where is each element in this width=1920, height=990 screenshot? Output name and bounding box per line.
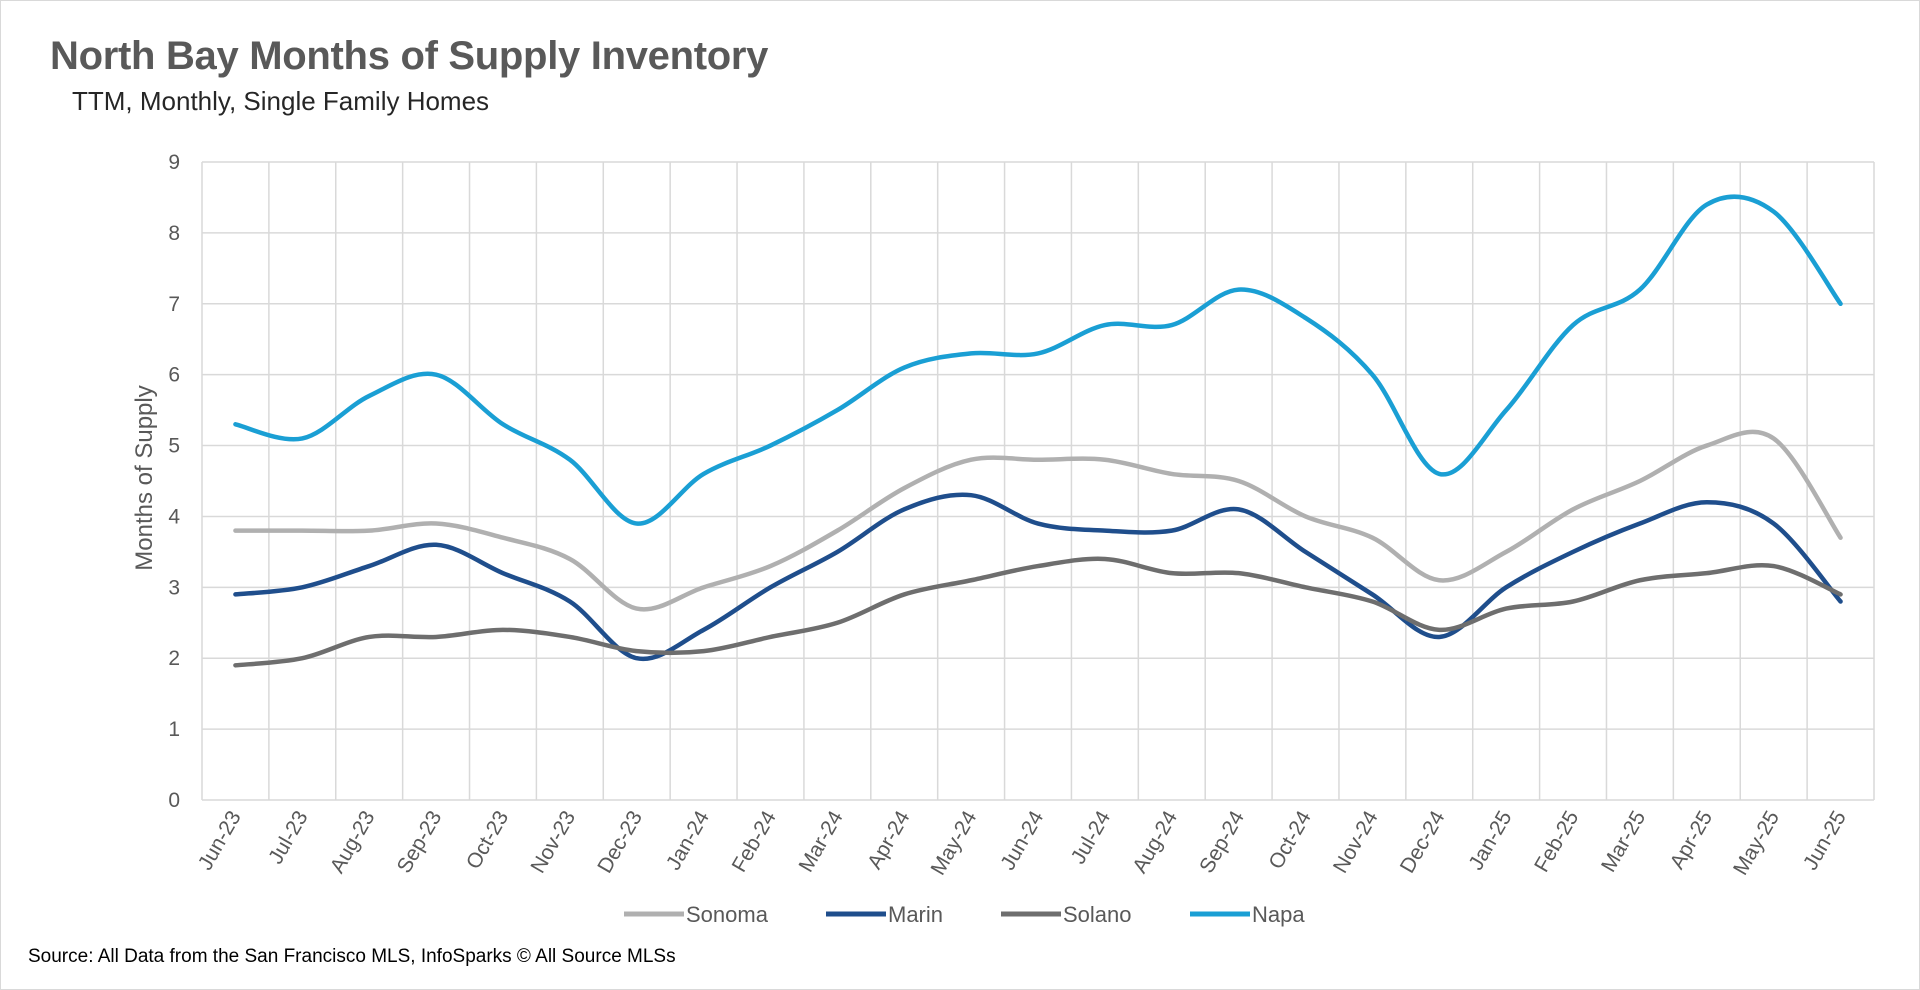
y-tick-label: 0 bbox=[168, 789, 180, 812]
x-tick-label: May-25 bbox=[1729, 807, 1784, 879]
y-tick-label: 9 bbox=[168, 151, 180, 174]
x-tick-label: Jan-25 bbox=[1464, 807, 1516, 874]
x-tick-label: Mar-24 bbox=[795, 807, 848, 876]
series-lines bbox=[233, 194, 1843, 668]
x-tick-label: Aug-23 bbox=[326, 807, 380, 877]
x-tick-label: Jul-23 bbox=[264, 807, 313, 868]
x-tick-label: Sep-23 bbox=[393, 807, 447, 877]
x-tick-label: Jun-25 bbox=[1799, 807, 1851, 874]
series-line-solano bbox=[233, 556, 1843, 668]
x-tick-label: Jul-24 bbox=[1067, 807, 1116, 868]
y-tick-label: 2 bbox=[168, 647, 180, 670]
series-line-napa bbox=[233, 194, 1843, 526]
grid-lines bbox=[201, 161, 1875, 801]
y-tick-label: 3 bbox=[168, 576, 180, 599]
legend-label-napa: Napa bbox=[1252, 902, 1305, 927]
x-tick-label: Apr-24 bbox=[863, 807, 915, 873]
x-tick-label: Dec-23 bbox=[593, 807, 647, 877]
x-tick-label: Nov-24 bbox=[1329, 807, 1383, 877]
x-tick-label: Dec-24 bbox=[1396, 807, 1450, 877]
legend-label-solano: Solano bbox=[1063, 902, 1132, 927]
y-tick-label: 5 bbox=[168, 435, 180, 458]
x-tick-label: Aug-24 bbox=[1128, 807, 1182, 877]
y-tick-label: 4 bbox=[168, 505, 180, 528]
x-tick-label: Apr-25 bbox=[1666, 807, 1717, 873]
x-tick-label: Feb-25 bbox=[1530, 807, 1583, 876]
y-axis-ticks: 0 1 2 3 4 5 6 7 8 9 bbox=[168, 151, 180, 812]
series-line-sonoma bbox=[233, 429, 1843, 612]
x-tick-label: May-24 bbox=[927, 807, 982, 879]
y-tick-label: 6 bbox=[168, 364, 180, 387]
x-tick-label: Nov-23 bbox=[526, 807, 580, 877]
legend-label-marin: Marin bbox=[888, 902, 943, 927]
y-axis-label: Months of Supply bbox=[131, 385, 158, 570]
x-tick-label: Oct-23 bbox=[462, 807, 513, 873]
x-tick-label: Jun-23 bbox=[194, 807, 246, 874]
legend: Sonoma Marin Solano Napa bbox=[624, 902, 1305, 927]
x-tick-label: Feb-24 bbox=[728, 807, 781, 876]
x-axis-ticks: Jun-23 Jul-23 Aug-23 Sep-23 Oct-23 Nov-23 Dec-… bbox=[194, 807, 1851, 879]
x-tick-label: Mar-25 bbox=[1597, 807, 1650, 876]
series-line-marin bbox=[233, 492, 1843, 662]
x-tick-label: Oct-24 bbox=[1264, 807, 1316, 873]
chart-title: North Bay Months of Supply Inventory bbox=[50, 34, 769, 78]
chart-subtitle: TTM, Monthly, Single Family Homes bbox=[72, 86, 490, 116]
legend-label-sonoma: Sonoma bbox=[686, 902, 769, 927]
y-tick-label: 8 bbox=[168, 222, 180, 245]
x-tick-label: Jun-24 bbox=[996, 807, 1048, 874]
y-tick-label: 7 bbox=[168, 293, 180, 316]
x-tick-label: Jan-24 bbox=[662, 807, 714, 874]
y-tick-label: 1 bbox=[168, 718, 180, 741]
x-tick-label: Sep-24 bbox=[1195, 807, 1249, 877]
source-note: Source: All Data from the San Francisco … bbox=[28, 946, 676, 967]
